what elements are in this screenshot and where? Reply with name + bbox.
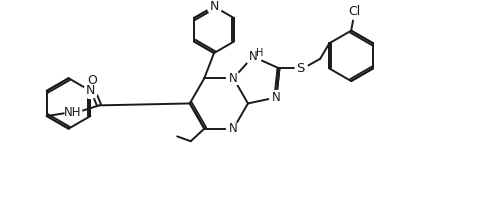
Text: N: N	[248, 50, 257, 63]
Text: N: N	[229, 72, 238, 85]
Text: N: N	[210, 0, 219, 13]
Text: H: H	[256, 48, 263, 58]
Text: N: N	[86, 84, 95, 97]
Text: N: N	[272, 91, 281, 104]
Text: NH: NH	[64, 106, 82, 119]
Text: Cl: Cl	[348, 5, 360, 18]
Text: S: S	[297, 62, 305, 75]
Text: N: N	[229, 122, 238, 135]
Text: O: O	[87, 74, 97, 87]
